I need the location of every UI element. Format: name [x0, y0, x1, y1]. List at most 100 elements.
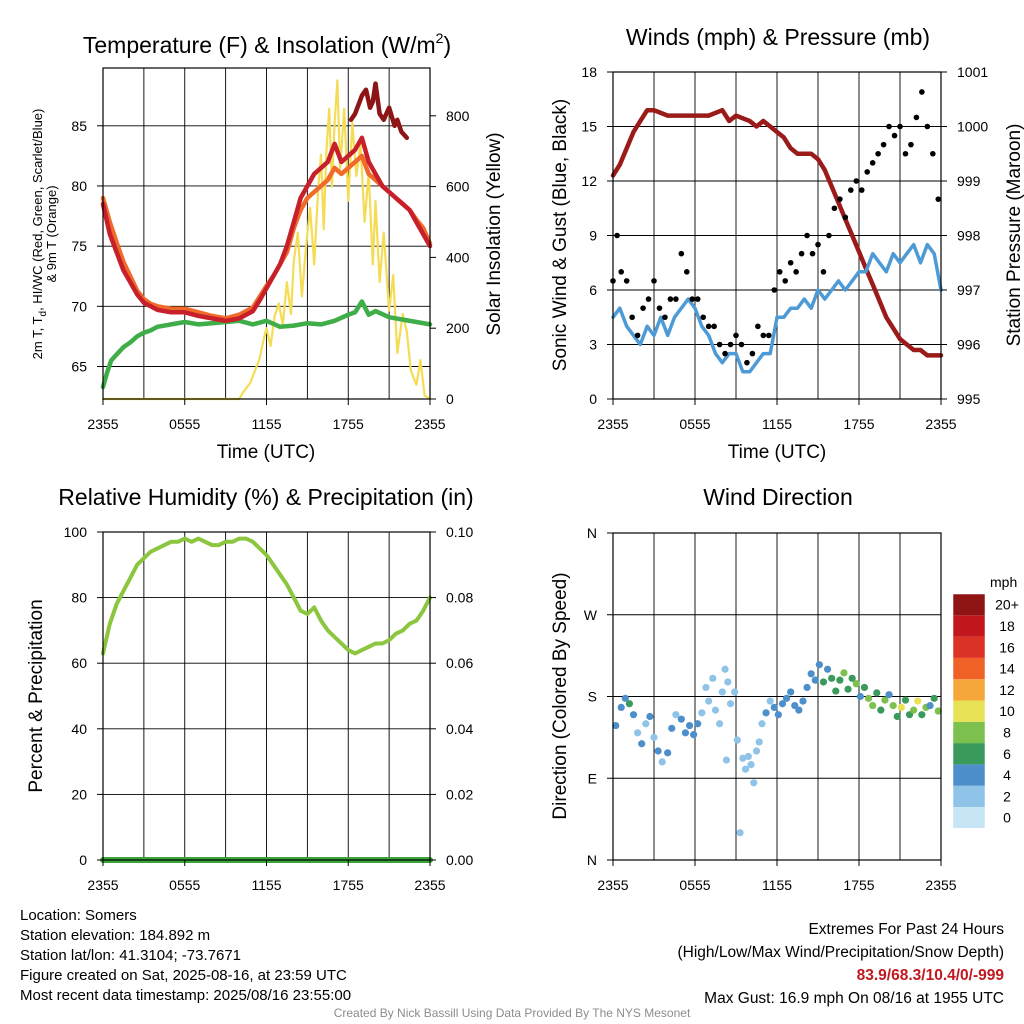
direction-point	[664, 749, 672, 757]
direction-point	[722, 756, 731, 764]
gust-marker	[766, 332, 772, 339]
direction-point	[733, 736, 741, 744]
humidity-ticks: 2355 0555 1155 1755 23550204060801000.000.02…	[64, 524, 474, 893]
direction-panel: Wind Direction 2355 0555 1155 1755 2355NESWN…	[550, 484, 1019, 893]
direction-point	[766, 697, 774, 705]
direction-point	[889, 701, 897, 710]
gust-marker	[749, 350, 756, 357]
direction-point	[926, 701, 934, 710]
direction-point	[877, 706, 885, 714]
extremes-title: Extremes For Past 24 Hours	[808, 921, 1004, 938]
gust-marker	[711, 323, 717, 330]
colorbar-swatch	[953, 743, 985, 765]
direction-point	[625, 700, 634, 708]
direction-point	[646, 712, 654, 721]
colorbar-label: 0	[1003, 810, 1011, 826]
figure-created: Figure created on Sat, 2025-08-16, at 23…	[20, 967, 347, 984]
gust-marker	[837, 196, 843, 202]
colorbar-swatch	[953, 700, 985, 722]
y-tick-label: 3	[589, 337, 597, 353]
winds-panel: Winds (mph) & Pressure (mb) 2355 0555 1155…	[550, 24, 1024, 463]
direction-point	[698, 709, 706, 717]
extremes-info: Extremes For Past 24 Hours (High/Low/Max…	[678, 918, 1005, 1010]
temperature-ticks: 2355 0555 1155 1755 2355 65 70 75 80 85 0 200 400 600…	[71, 108, 469, 432]
direction-point	[758, 720, 766, 728]
direction-point	[747, 761, 755, 769]
winds-ticks: 2355 0555 1155 1755 235503691215189959969979…	[581, 64, 988, 432]
humidity-panel: Relative Humidity (%) & Precipitation (i…	[26, 484, 474, 893]
direction-point	[873, 689, 881, 697]
pressure-y-axis-label: Station Pressure (Maroon)	[1004, 124, 1024, 347]
temperature-plot-area	[100, 79, 433, 401]
direction-point	[739, 754, 747, 762]
colorbar-label: 16	[999, 639, 1015, 655]
credit-line: Created By Nick Bassill Using Data Provi…	[333, 1006, 691, 1020]
colorbar-label: 10	[999, 703, 1015, 719]
gust-marker	[727, 341, 734, 348]
colorbar-swatch	[953, 594, 985, 616]
direction-point	[901, 696, 910, 704]
direction-point	[897, 703, 905, 712]
winds-plot-area	[610, 89, 944, 374]
direction-point	[807, 670, 815, 678]
direction-point	[638, 740, 646, 748]
x-tick-label: 1755	[843, 877, 874, 893]
recent-timestamp: Most recent data timestamp: 2025/08/16 2…	[20, 987, 352, 1004]
gust-marker	[618, 269, 624, 275]
y-tick-label: 70	[71, 298, 87, 314]
colorbar-frame	[952, 593, 986, 829]
y2-tick-label: 995	[957, 391, 981, 407]
gust-marker	[771, 287, 778, 293]
gust-marker	[787, 259, 794, 266]
colorbar-swatch	[953, 679, 985, 701]
x-tick-label: 2355	[597, 877, 628, 893]
direction-point	[672, 711, 680, 719]
direction-point	[702, 683, 710, 692]
colorbar-swatch	[953, 785, 985, 807]
gust-marker	[684, 269, 690, 275]
gust-marker	[623, 278, 630, 284]
direction-point	[799, 697, 807, 705]
y2-tick-label: 0.10	[446, 524, 473, 540]
direction-point	[893, 712, 901, 721]
y-tick-label: N	[587, 852, 597, 868]
y-tick-label: 0	[589, 391, 597, 407]
t2m-line	[100, 135, 433, 324]
y2-tick-label: 0.08	[446, 590, 473, 606]
direction-point	[770, 703, 778, 712]
direction-panel-title: Wind Direction	[703, 484, 853, 510]
gust-marker	[913, 114, 920, 121]
gust-marker	[744, 359, 750, 366]
x-tick-label: 0555	[169, 416, 200, 432]
y2-tick-label: 0.04	[446, 721, 473, 737]
y-tick-label: 75	[71, 238, 87, 254]
temperature-y-axis-label: 2m T, Td, HI/WC (Red, Green, Scarlet/Blu…	[30, 109, 49, 360]
direction-point	[782, 694, 791, 702]
insolation-line	[101, 79, 432, 401]
gust-marker	[815, 241, 821, 248]
winds-x-axis-label: Time (UTC)	[728, 442, 827, 463]
gust-marker	[614, 232, 620, 239]
x-tick-label: 1155	[251, 877, 281, 893]
direction-grid	[613, 533, 941, 860]
station-latlon: Station lat/lon: 41.3104; -73.7671	[20, 947, 242, 964]
gust-marker	[902, 150, 909, 157]
direction-point	[736, 829, 744, 837]
direction-point	[654, 747, 662, 755]
temperature-panel: Temperature (F) & Insolation (W/m2) 2355…	[30, 30, 505, 463]
pressure-line	[610, 107, 944, 358]
x-tick-label: 2355	[87, 877, 118, 893]
direction-plot-area	[612, 661, 942, 837]
y-tick-label: 100	[64, 524, 88, 540]
gust-marker	[678, 250, 685, 257]
x-tick-label: 2355	[925, 416, 956, 432]
y2-tick-label: 200	[446, 320, 470, 336]
temperature-x-axis-label: Time (UTC)	[217, 442, 316, 463]
x-tick-label: 0555	[679, 877, 710, 893]
direction-point	[718, 688, 726, 696]
gust-marker	[722, 350, 728, 357]
y2-tick-label: 0	[446, 391, 454, 407]
colorbar-swatch	[953, 721, 985, 744]
x-tick-label: 0555	[679, 416, 710, 432]
